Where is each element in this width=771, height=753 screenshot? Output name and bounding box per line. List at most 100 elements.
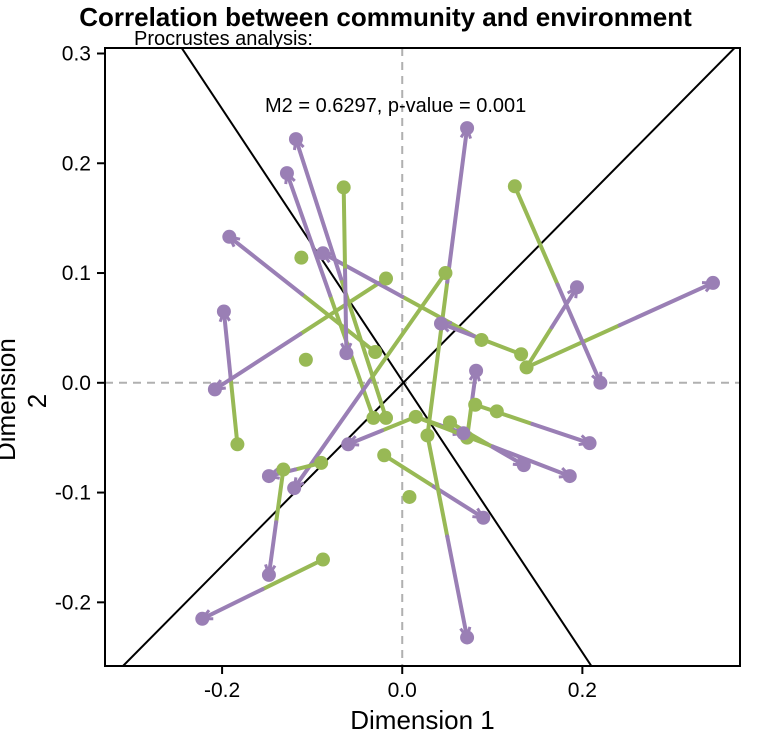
link-target-segment-8: [343, 268, 349, 356]
chart-subtitle: Procrustes analysis:: [134, 28, 313, 50]
link-target-segment-4: [227, 234, 305, 297]
target-point-11: [569, 280, 584, 295]
target-point-15: [582, 436, 597, 451]
y-axis-label: Dimension 2: [0, 338, 52, 461]
target-point-17: [562, 469, 577, 484]
x-tick-label-2: 0.0: [388, 679, 417, 702]
link-target-segment-15: [530, 421, 592, 446]
procrustes-point-1: [420, 428, 435, 443]
target-point-13: [593, 375, 608, 390]
y-tick-label-1: -0.2: [55, 591, 91, 614]
link-procrustes-segment-22: [274, 467, 286, 525]
link-procrustes-segment-23: [260, 557, 325, 592]
target-point-21: [261, 469, 276, 484]
procrustes-point-15: [489, 404, 504, 419]
procrustes-point-7: [438, 266, 453, 281]
link-target-segment-20: [292, 378, 372, 491]
reference-lines: [105, 48, 740, 666]
axis-ticks: -0.2 0.0 0.2 -0.2 -0.1 0.0 0.1 0.2 0.3: [55, 42, 597, 702]
link-procrustes-segment-12: [524, 323, 622, 370]
link-target-segment-23: [200, 587, 265, 621]
procrustes-point-9: [298, 352, 313, 367]
target-point-6: [207, 382, 222, 397]
procrustes-point-24: [402, 489, 417, 504]
link-procrustes-segment-1: [425, 279, 450, 438]
link-procrustes-segment-17: [413, 414, 495, 449]
chart-title: Correlation between community and enviro…: [79, 2, 692, 32]
procrustes-point-16: [468, 397, 483, 412]
procrustes-point-13: [519, 360, 534, 375]
plot-frame: [104, 47, 741, 667]
link-target-segment-6: [212, 331, 303, 392]
rotation-axis-2: [180, 48, 593, 666]
procrustes-point-6: [230, 437, 245, 452]
link-target-segment-17: [490, 444, 572, 479]
procrustes-point-20: [377, 448, 392, 463]
target-point-7: [315, 246, 330, 261]
link-target-segment-24: [445, 534, 470, 640]
procrustes-point-18: [442, 415, 457, 430]
y-tick-label-5: 0.2: [62, 152, 91, 175]
target-point-5: [216, 304, 231, 319]
link-target-segment-7: [320, 251, 405, 299]
data-points: [195, 121, 720, 645]
link-target-segment-22: [266, 520, 279, 577]
target-point-22: [261, 567, 276, 582]
link-target-segment-9: [438, 321, 484, 341]
procrustes-point-22: [276, 462, 291, 477]
procrustes-point-19: [408, 409, 423, 424]
procrustes-point-21: [314, 455, 329, 470]
target-point-16: [516, 458, 531, 473]
link-target-segment-1: [445, 126, 470, 284]
statistic-annotation: M2 = 0.6297, p-value = 0.001: [265, 95, 527, 117]
target-point-18: [476, 510, 491, 525]
target-point-12: [705, 275, 720, 290]
target-point-24: [460, 630, 475, 645]
link-procrustes-segment-4: [300, 292, 378, 355]
link-procrustes-segment-6: [298, 276, 389, 336]
procrustes-point-11: [474, 332, 489, 347]
procrustes-point-12: [514, 347, 529, 362]
link-procrustes-segment-15: [473, 402, 535, 426]
y-tick-label-3: 0.0: [62, 372, 91, 395]
target-point-2: [288, 132, 303, 147]
target-point-23: [195, 611, 210, 626]
link-target-segment-3: [284, 171, 333, 298]
target-point-14: [456, 426, 471, 441]
link-procrustes-segment-24: [425, 433, 450, 539]
target-point-19: [341, 437, 356, 452]
x-axis-label: Dimension 1: [350, 705, 495, 735]
target-point-9: [433, 316, 448, 331]
rotation-axes: [122, 48, 736, 666]
x-tick-label-1: -0.2: [204, 679, 240, 702]
link-procrustes-segment-20: [367, 271, 448, 383]
target-point-1: [460, 121, 475, 136]
y-tick-label-2: -0.1: [55, 482, 91, 505]
x-tick-label-3: 0.2: [568, 679, 597, 702]
link-procrustes-segment-5: [228, 375, 240, 447]
link-target-segment-5: [221, 309, 233, 380]
y-tick-label-6: 0.3: [62, 42, 91, 65]
rotation-axis-1: [122, 48, 736, 666]
link-target-segment-13: [555, 282, 603, 385]
link-target-segment-18: [431, 484, 486, 520]
link-target-segment-12: [617, 280, 715, 328]
procrustes-point-4: [368, 345, 383, 360]
procrustes-point-3: [336, 180, 351, 195]
procrustes-point-10: [366, 410, 381, 425]
plot-border: [104, 47, 741, 667]
procrustes-point-23: [315, 552, 330, 567]
target-point-10: [469, 363, 484, 378]
procrustes-point-5: [379, 271, 394, 286]
link-procrustes-segment-11: [524, 325, 554, 370]
link-procrustes-segment-18: [382, 453, 436, 489]
target-point-8: [339, 346, 354, 361]
link-procrustes-segment-8: [341, 185, 348, 273]
procrustes-point-8: [294, 250, 309, 265]
target-point-4: [222, 229, 237, 244]
y-tick-label-4: 0.1: [62, 262, 91, 285]
target-point-20: [287, 481, 302, 496]
link-target-segment-11: [549, 285, 579, 330]
target-point-3: [279, 166, 294, 181]
